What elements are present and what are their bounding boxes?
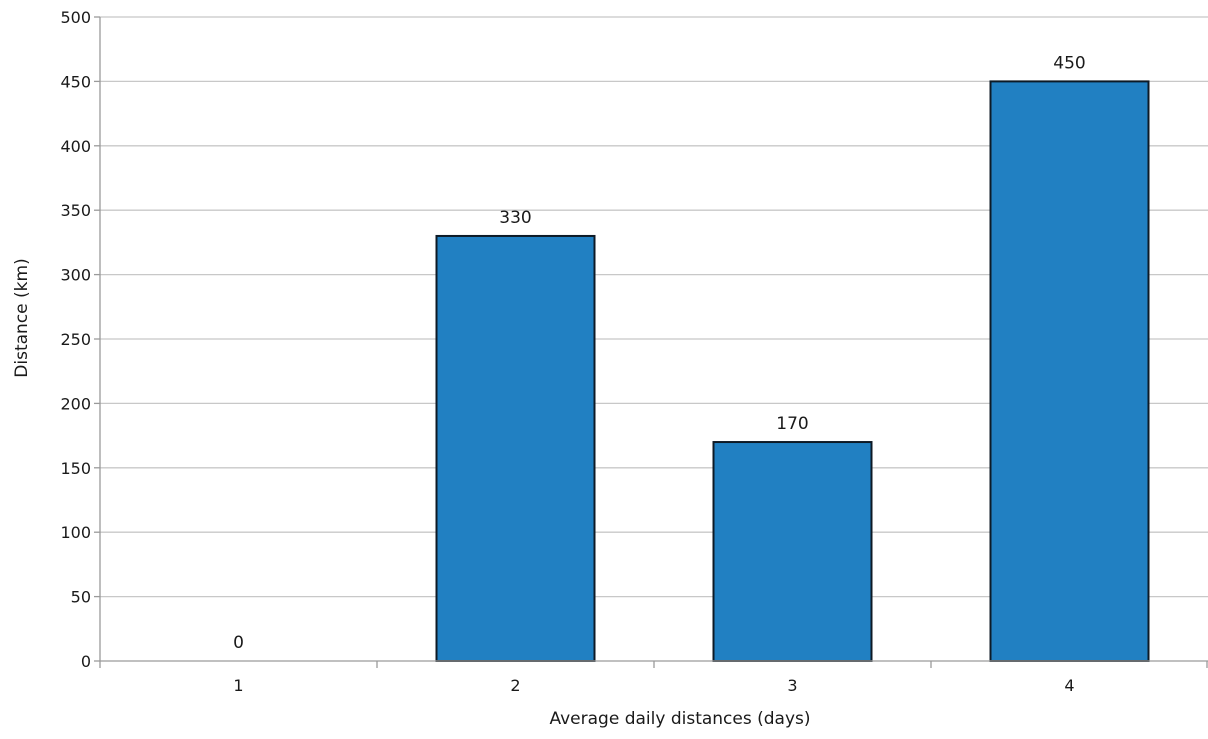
bar-4 [989,80,1150,662]
y-axis-title: Distance (km) [12,258,32,377]
y-tick-label: 450 [60,72,91,91]
x-tick-label: 3 [787,676,797,695]
y-tick-label: 100 [60,523,91,542]
data-label-2: 330 [499,208,531,228]
x-tick-label: 1 [233,676,243,695]
y-tick-label: 300 [60,266,91,285]
x-tick-label: 4 [1064,676,1074,695]
y-tick-label: 400 [60,137,91,156]
x-tick-label: 2 [510,676,520,695]
y-tick-label: 250 [60,330,91,349]
data-label-4: 450 [1053,53,1085,73]
y-tick-label: 150 [60,459,91,478]
data-labels: 0 330 170 450 [233,53,1086,653]
y-tick-label: 350 [60,201,91,220]
data-label-1: 0 [233,633,244,653]
y-tick-label: 0 [81,652,91,671]
bar-2 [435,234,596,663]
bar-3 [712,441,873,663]
bars [435,80,1150,663]
y-tick-label: 500 [60,8,91,27]
axes: 0 50 100 150 200 250 300 350 400 450 500 1 2 3 4 [60,8,1208,695]
y-tick-label: 200 [60,394,91,413]
data-label-3: 170 [776,414,808,434]
y-tick-label: 50 [71,588,91,607]
x-axis-title: Average daily distances (days) [549,709,810,729]
gridlines [100,16,1208,598]
